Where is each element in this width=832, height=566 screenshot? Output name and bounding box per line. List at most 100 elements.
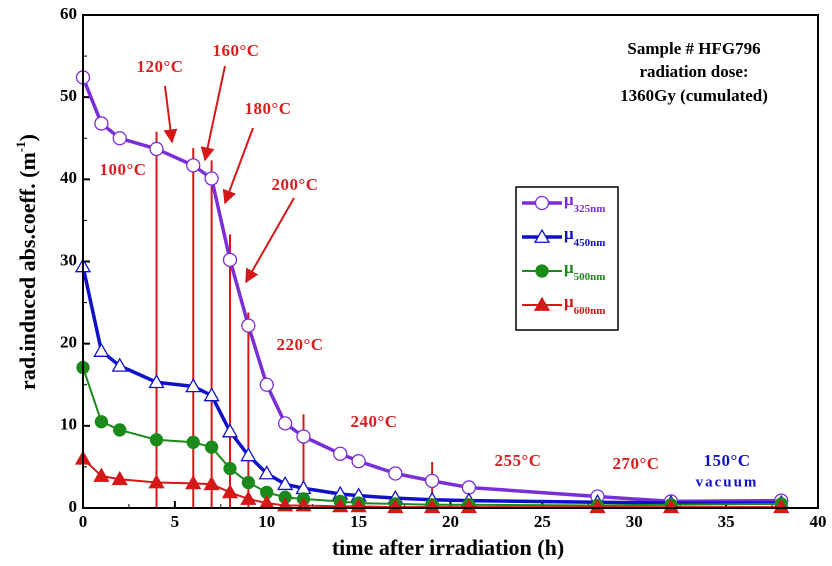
legend-label: μ325nm	[564, 190, 605, 215]
legend-marker	[535, 264, 549, 278]
legend-marker	[533, 228, 551, 243]
data-point	[258, 465, 275, 480]
temperature-label: 100°C	[99, 160, 146, 179]
x-axis-label: time after irradiation (h)	[332, 535, 564, 560]
temperature-label: 240°C	[350, 412, 397, 431]
data-point	[277, 416, 293, 431]
temperature-label: 220°C	[276, 335, 323, 354]
temperature-label: vacuum	[696, 474, 759, 490]
y-tick-label: 20	[60, 333, 77, 352]
data-point	[351, 454, 366, 469]
legend-subscript: 325nm	[574, 203, 606, 215]
sample-text: Sample # HFG796	[627, 39, 760, 58]
x-tick-label: 20	[442, 512, 459, 531]
data-point	[773, 498, 790, 514]
legend-symbol: μ	[564, 224, 574, 243]
legend-subscript: 600nm	[574, 305, 606, 317]
data-point	[185, 378, 202, 393]
y-tick-label: 10	[60, 415, 77, 434]
legend-label: μ600nm	[564, 292, 605, 317]
data-point	[461, 480, 477, 495]
legend-symbol: μ	[564, 292, 574, 311]
legend-label: μ450nm	[564, 224, 605, 249]
y-tick-label: 60	[60, 4, 77, 23]
sample-text: 1360Gy (cumulated)	[620, 86, 768, 105]
x-tick-label: 0	[79, 512, 88, 531]
data-point	[204, 171, 219, 186]
data-point	[221, 484, 239, 499]
temperature-label: 180°C	[244, 99, 291, 118]
data-point	[662, 498, 680, 514]
data-point	[221, 423, 239, 438]
data-point	[203, 475, 220, 491]
data-point	[424, 473, 440, 489]
data-point	[111, 470, 128, 486]
data-point	[296, 429, 311, 444]
data-point	[589, 498, 606, 514]
arrow	[245, 197, 295, 284]
data-point	[223, 461, 237, 476]
data-point	[241, 318, 256, 333]
y-label-sup: -1	[13, 141, 28, 152]
data-point	[93, 342, 110, 357]
data-point	[148, 474, 165, 489]
data-point	[333, 446, 348, 461]
data-point	[186, 158, 201, 173]
data-point	[148, 373, 165, 389]
y-label-end: )	[15, 134, 40, 141]
y-tick-label: 50	[60, 86, 77, 105]
x-tick-label: 40	[810, 512, 827, 531]
x-tick-label: 10	[258, 512, 275, 531]
legend-subscript: 500nm	[574, 271, 606, 283]
data-point	[186, 435, 200, 449]
legend-subscript: 450nm	[574, 237, 606, 249]
temperature-label: 150°C	[703, 451, 750, 470]
data-point	[93, 467, 110, 482]
data-point	[203, 387, 220, 402]
temperature-label: 120°C	[136, 57, 183, 76]
y-tick-label: 0	[69, 497, 78, 516]
data-point	[94, 415, 109, 429]
data-point	[149, 141, 164, 157]
data-point	[424, 498, 441, 514]
y-tick-label: 30	[60, 250, 77, 269]
legend-symbol: μ	[564, 190, 574, 209]
y-axis-label: rad.induced abs.coeff. (m-1)	[13, 134, 40, 390]
data-point	[240, 490, 257, 505]
data-point	[112, 131, 127, 146]
data-point	[241, 475, 256, 490]
data-point	[185, 475, 202, 490]
arrow	[222, 127, 254, 205]
data-point	[222, 252, 238, 268]
legend-symbol: μ	[564, 258, 574, 277]
legend-marker	[533, 296, 551, 311]
x-tick-label: 35	[718, 512, 735, 531]
x-tick-label: 25	[534, 512, 551, 531]
data-point	[204, 440, 219, 454]
x-tick-label: 30	[626, 512, 643, 531]
temperature-label: 270°C	[612, 454, 659, 473]
sample-box: Sample # HFG796 radiation dose: 1360Gy (…	[620, 39, 768, 105]
x-tick-label: 5	[171, 512, 180, 531]
arrow	[200, 65, 226, 162]
temperature-label: 160°C	[212, 41, 259, 60]
y-label-main: rad.induced abs.coeff. (m	[15, 152, 40, 390]
arrows	[163, 65, 295, 284]
temperature-label: 200°C	[271, 175, 318, 194]
x-tick-label: 15	[350, 512, 367, 531]
legend-box	[515, 186, 619, 331]
data-point	[259, 377, 274, 392]
data-point	[387, 498, 404, 514]
data-point	[240, 447, 257, 462]
y-tick-label: 40	[60, 168, 77, 187]
legend-marker	[534, 195, 550, 211]
series-line	[81, 76, 782, 504]
data-point	[149, 433, 164, 447]
data-point	[277, 475, 294, 491]
data-point	[94, 116, 109, 131]
plot-frame	[82, 14, 819, 509]
sample-text: radiation dose:	[639, 62, 748, 81]
data-point	[111, 357, 128, 372]
arrow	[163, 85, 178, 144]
